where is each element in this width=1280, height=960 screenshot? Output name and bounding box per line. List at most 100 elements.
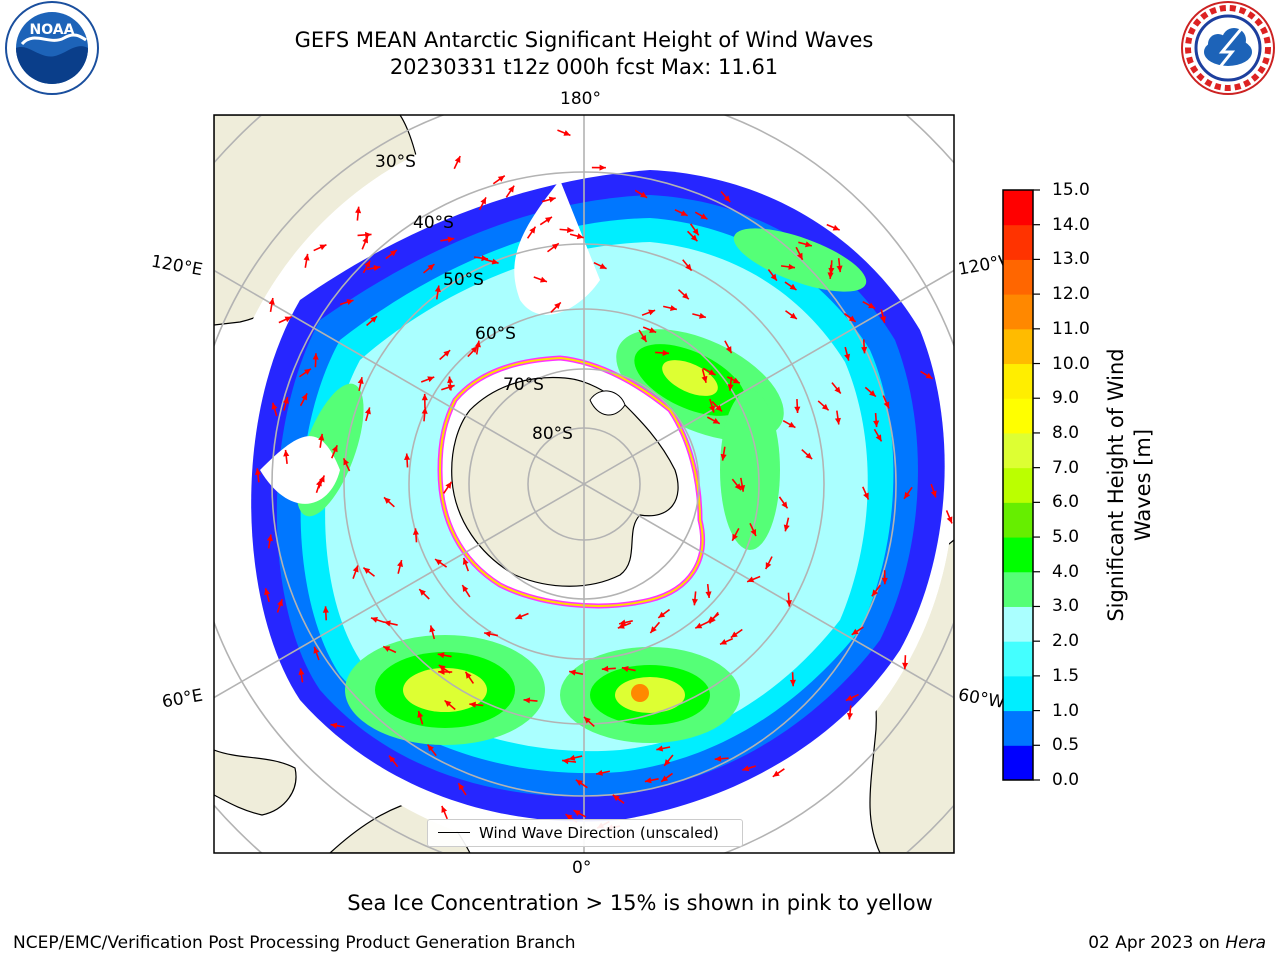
wave-direction-arrow <box>778 496 789 509</box>
wave-direction-arrow <box>439 349 451 361</box>
wave-direction-arrow <box>749 522 757 537</box>
wave-direction-arrow <box>276 599 283 613</box>
wave-direction-arrow <box>612 794 625 804</box>
wave-direction-arrow <box>444 699 456 711</box>
wave-direction-arrow <box>836 258 843 273</box>
wave-direction-arrow <box>421 407 428 422</box>
wave-direction-arrow <box>692 312 707 319</box>
wave-direction-arrow <box>539 216 553 226</box>
meridian-label-0: 0° <box>572 858 592 878</box>
chart-title: GEFS MEAN Antarctic Significant Height o… <box>294 28 874 52</box>
colorbar-bin <box>1003 294 1033 330</box>
wave-direction-arrow <box>720 191 731 203</box>
colorbar-bin <box>1003 710 1033 746</box>
wave-direction-arrow <box>441 805 448 820</box>
wave-direction-arrow <box>357 231 372 238</box>
wave-direction-arrow <box>708 611 719 624</box>
wave-direction-arrow <box>709 398 715 413</box>
colorbar-tick-label: 11.0 <box>1052 318 1090 339</box>
wave-direction-arrow <box>568 754 583 761</box>
wave-direction-arrow <box>573 809 587 818</box>
wave-direction-arrow <box>583 716 595 728</box>
wave-direction-arrow <box>783 517 790 532</box>
wave-direction-arrow <box>366 315 378 327</box>
wave-direction-arrow <box>785 592 793 607</box>
map-frame <box>213 114 955 854</box>
colorbar-tick-label: 12.0 <box>1052 284 1090 305</box>
colorbar-bin <box>1003 675 1033 712</box>
wave-direction-arrow <box>484 258 499 265</box>
colorbar-bin <box>1003 224 1033 260</box>
wave-direction-arrow <box>655 349 670 356</box>
wave-direction-arrow <box>794 398 801 414</box>
wave-direction-arrow <box>365 407 371 422</box>
wave-direction-arrow <box>801 449 813 460</box>
wave-direction-arrow <box>930 483 937 498</box>
wave-direction-arrow <box>299 368 312 378</box>
wave-direction-arrow <box>649 621 661 634</box>
wave-direction-arrow <box>557 129 571 137</box>
wave-direction-arrow <box>342 457 351 472</box>
footer-date: 02 Apr 2023 on Hera <box>1088 933 1266 953</box>
wave-direction-arrow <box>882 395 890 409</box>
colorbar-bin <box>1003 467 1033 503</box>
wave-direction-arrow <box>421 393 428 408</box>
wave-direction-arrow <box>467 345 479 358</box>
wave-direction-arrow <box>264 588 271 603</box>
wave-direction-arrow <box>689 223 700 236</box>
wave-direction-arrow <box>474 340 481 355</box>
wave-direction-arrow <box>831 382 842 394</box>
wave-direction-arrow <box>547 242 560 253</box>
wave-direction-arrow <box>464 671 475 684</box>
wave-direction-arrow <box>782 420 796 429</box>
wave-direction-arrow <box>864 386 877 398</box>
wave-direction-arrow <box>701 369 708 383</box>
parallel-label-30s: 30°S <box>375 152 416 172</box>
wave-direction-arrow <box>682 259 693 272</box>
wave-direction-arrow <box>569 233 584 240</box>
wave-direction-arrow <box>355 206 362 221</box>
colorbar-tick-label: 9.0 <box>1052 388 1080 409</box>
wave-direction-arrow <box>457 782 467 796</box>
colorbar-bin <box>1003 537 1033 573</box>
wave-direction-arrow <box>278 316 292 324</box>
wave-direction-arrow <box>719 637 734 646</box>
colorbar-tick-label: 13.0 <box>1052 249 1090 270</box>
wave-direction-arrow <box>843 312 857 323</box>
wave-direction-arrow <box>702 367 716 376</box>
wave-direction-arrow <box>694 621 709 629</box>
wave-direction-arrow <box>724 340 733 354</box>
wave-direction-arrow <box>533 276 548 283</box>
wave-direction-arrow <box>429 625 436 640</box>
wave-direction-arrow <box>404 453 411 468</box>
wave-direction-arrow <box>772 768 785 778</box>
wave-direction-arrow <box>412 528 419 543</box>
colorbar-tick-label: 10.0 <box>1052 353 1090 374</box>
wave-direction-arrow <box>706 416 721 425</box>
parallel-label-50s: 50°S <box>443 270 484 290</box>
colorbar-bin <box>1003 641 1033 677</box>
wave-direction-arrow <box>562 758 577 765</box>
wave-direction-arrow <box>385 249 398 260</box>
wave-direction-arrow <box>575 779 588 789</box>
wave-direction-arrow <box>312 353 319 368</box>
wave-direction-arrow <box>370 616 385 624</box>
wave-direction-arrow <box>945 510 953 524</box>
wave-direction-arrow <box>880 309 887 324</box>
wave-direction-arrow <box>826 223 840 231</box>
wave-direction-arrow <box>705 583 712 599</box>
nws-logo-icon <box>1181 1 1275 95</box>
wave-direction-arrow <box>492 175 506 185</box>
wave-direction-arrow <box>851 626 864 636</box>
wave-direction-arrow <box>862 486 870 500</box>
wave-direction-arrow <box>780 263 796 270</box>
wave-direction-arrow <box>726 376 741 384</box>
wave-direction-arrow <box>559 226 574 234</box>
wave-direction-arrow <box>694 211 708 220</box>
wave-direction-arrow <box>765 556 773 570</box>
wave-direction-arrow <box>731 478 742 491</box>
wave-direction-arrow <box>526 226 537 239</box>
wave-direction-arrow <box>817 400 830 411</box>
wave-direction-arrow <box>601 665 616 672</box>
wave-direction-arrow <box>731 527 740 542</box>
